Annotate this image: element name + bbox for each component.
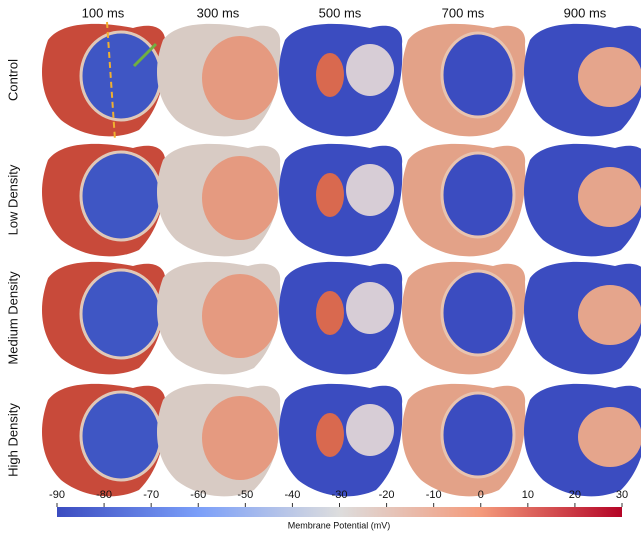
heart-panel: [279, 262, 402, 374]
colorbar-label: Membrane Potential (mV): [288, 520, 391, 530]
row-label: Medium Density: [5, 271, 20, 365]
heart-panel: [402, 384, 525, 496]
activation-region: [346, 404, 394, 456]
heart-panel: [157, 24, 280, 136]
activation-region: [346, 44, 394, 96]
column-label: 700 ms: [442, 5, 485, 20]
tick-label: 20: [569, 489, 581, 501]
colorbar: [57, 507, 622, 517]
column-label: 100 ms: [82, 5, 125, 20]
tick-label: -80: [96, 489, 112, 501]
activation-region: [442, 271, 514, 355]
activation-region: [202, 396, 278, 480]
activation-region: [316, 291, 344, 335]
column-label: 900 ms: [564, 5, 607, 20]
heart-panel: [402, 144, 525, 256]
activation-region: [81, 270, 161, 358]
heart-panel: [402, 24, 525, 136]
activation-region: [81, 392, 161, 480]
tick-label: 30: [616, 489, 628, 501]
activation-region: [578, 167, 641, 227]
row-label: Low Density: [5, 164, 20, 235]
tick-label: 0: [478, 489, 484, 501]
activation-region: [346, 164, 394, 216]
activation-region: [202, 156, 278, 240]
heart-panel: [42, 262, 165, 374]
heart-panel: [524, 24, 641, 136]
activation-region: [316, 173, 344, 217]
figure: Membrane Potential (mV) 100 ms 300 ms 500 …: [0, 0, 641, 536]
heart-panel: [157, 262, 280, 374]
heart-panel: [157, 144, 280, 256]
activation-region: [81, 152, 161, 240]
row-label: High Density: [5, 403, 20, 477]
heart-panel: [279, 144, 402, 256]
tick-label: -60: [190, 489, 206, 501]
activation-region: [578, 285, 641, 345]
heart-panel: [157, 384, 280, 496]
activation-region: [578, 407, 641, 467]
heart-panel: [42, 24, 165, 136]
activation-region: [578, 47, 641, 107]
activation-region: [316, 53, 344, 97]
tick-label: 10: [522, 489, 534, 501]
tick-label: -90: [49, 489, 65, 501]
heart-panel: [524, 144, 641, 256]
activation-region: [442, 393, 514, 477]
tick-label: -30: [332, 489, 348, 501]
panel-grid: [42, 24, 641, 496]
activation-region: [202, 274, 278, 358]
heart-panel: [42, 144, 165, 256]
heart-panel: [279, 24, 402, 136]
heart-panel: [524, 262, 641, 374]
column-label: 300 ms: [197, 5, 240, 20]
tick-label: -20: [379, 489, 395, 501]
tick-label: -70: [143, 489, 159, 501]
heart-panel: [524, 384, 641, 496]
tick-label: -40: [284, 489, 300, 501]
heart-panel: [402, 262, 525, 374]
heart-panel: [279, 384, 402, 496]
activation-region: [442, 33, 514, 117]
activation-region: [346, 282, 394, 334]
activation-region: [81, 32, 161, 120]
column-label: 500 ms: [319, 5, 362, 20]
tick-label: -10: [426, 489, 442, 501]
row-label: Control: [5, 59, 20, 101]
activation-region: [442, 153, 514, 237]
heart-panel: [42, 384, 165, 496]
activation-region: [202, 36, 278, 120]
tick-label: -50: [237, 489, 253, 501]
activation-region: [316, 413, 344, 457]
